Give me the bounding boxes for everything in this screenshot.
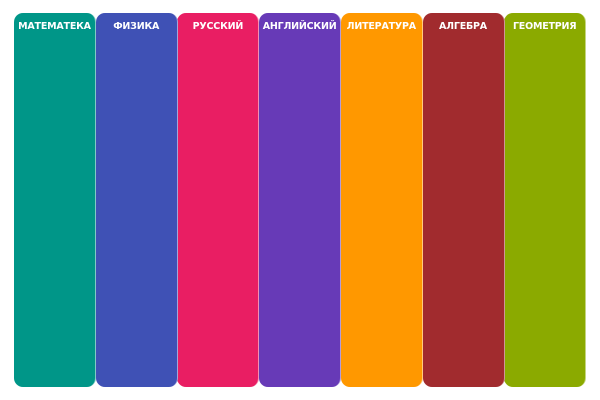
subject-column-literature[interactable]: ЛИТЕРАТУРА [340, 13, 423, 387]
column-title: МАТЕМАТЕКА [18, 21, 91, 32]
subject-column-algebra[interactable]: АЛГЕБРА [422, 13, 505, 387]
column-title: ФИЗИКА [113, 21, 160, 32]
column-title: ЛИТЕРАТУРА [346, 21, 416, 32]
column-title: АНГЛИЙСКИЙ [262, 21, 337, 32]
column-title: ГЕОМЕТРИЯ [512, 21, 577, 32]
subject-board: МАТЕМАТЕКА ФИЗИКА РУССКИЙ АНГЛИЙСКИЙ ЛИТ… [14, 13, 587, 387]
subject-column-geometry[interactable]: ГЕОМЕТРИЯ [504, 13, 587, 387]
subject-column-russian[interactable]: РУССКИЙ [177, 13, 260, 387]
subject-column-english[interactable]: АНГЛИЙСКИЙ [259, 13, 342, 387]
column-title: АЛГЕБРА [439, 21, 487, 32]
column-title: РУССКИЙ [192, 21, 244, 32]
subject-column-math[interactable]: МАТЕМАТЕКА [14, 13, 96, 387]
subject-column-physics[interactable]: ФИЗИКА [95, 13, 178, 387]
